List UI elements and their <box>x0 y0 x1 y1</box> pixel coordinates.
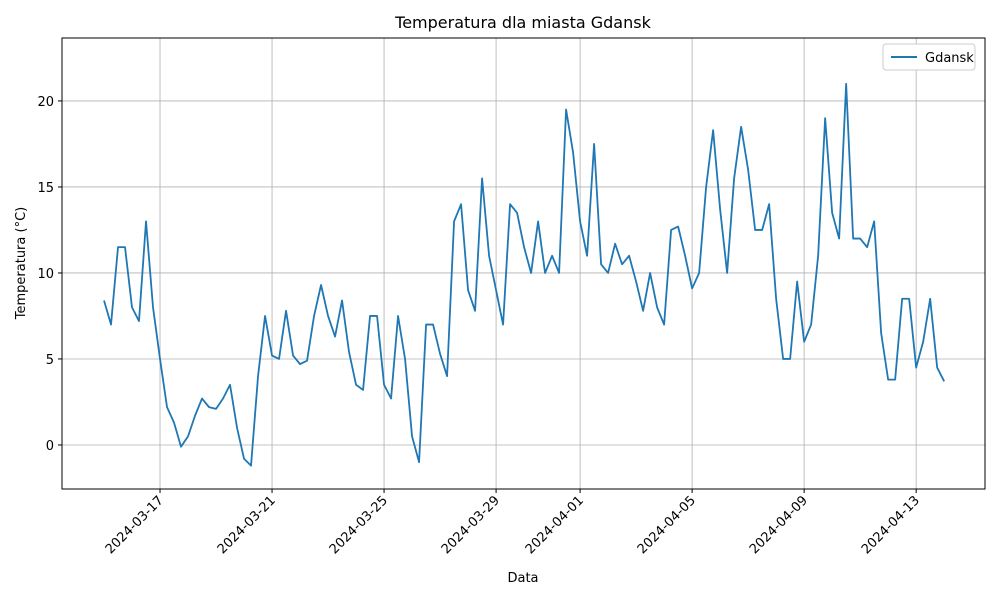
x-tick-label: 2024-04-05 <box>635 493 699 557</box>
x-tick-label: 2024-04-13 <box>859 493 923 557</box>
x-tick-label: 2024-03-29 <box>439 493 503 557</box>
legend-box <box>882 43 976 71</box>
line-series <box>103 82 945 467</box>
y-tick-label: 0 <box>46 439 54 454</box>
x-tick-label: 2024-03-17 <box>103 493 167 557</box>
y-tick-label: 15 <box>37 181 54 196</box>
y-tick-label: 5 <box>46 353 54 368</box>
plot-frame <box>61 37 986 490</box>
x-tick-label: 2024-03-21 <box>215 493 279 557</box>
x-tick-label: 2024-03-25 <box>327 493 391 557</box>
x-axis-label: Data <box>507 571 538 586</box>
y-tick-label: 10 <box>37 267 54 282</box>
x-tick-label: 2024-04-01 <box>523 493 587 557</box>
legend-label: Gdansk <box>925 51 974 66</box>
y-axis-label: Temperatura (°C) <box>14 207 29 320</box>
x-tick-label: 2024-04-09 <box>747 493 811 557</box>
y-tick-label: 20 <box>37 95 54 110</box>
chart-title: Temperatura dla miasta Gdansk <box>394 13 651 32</box>
